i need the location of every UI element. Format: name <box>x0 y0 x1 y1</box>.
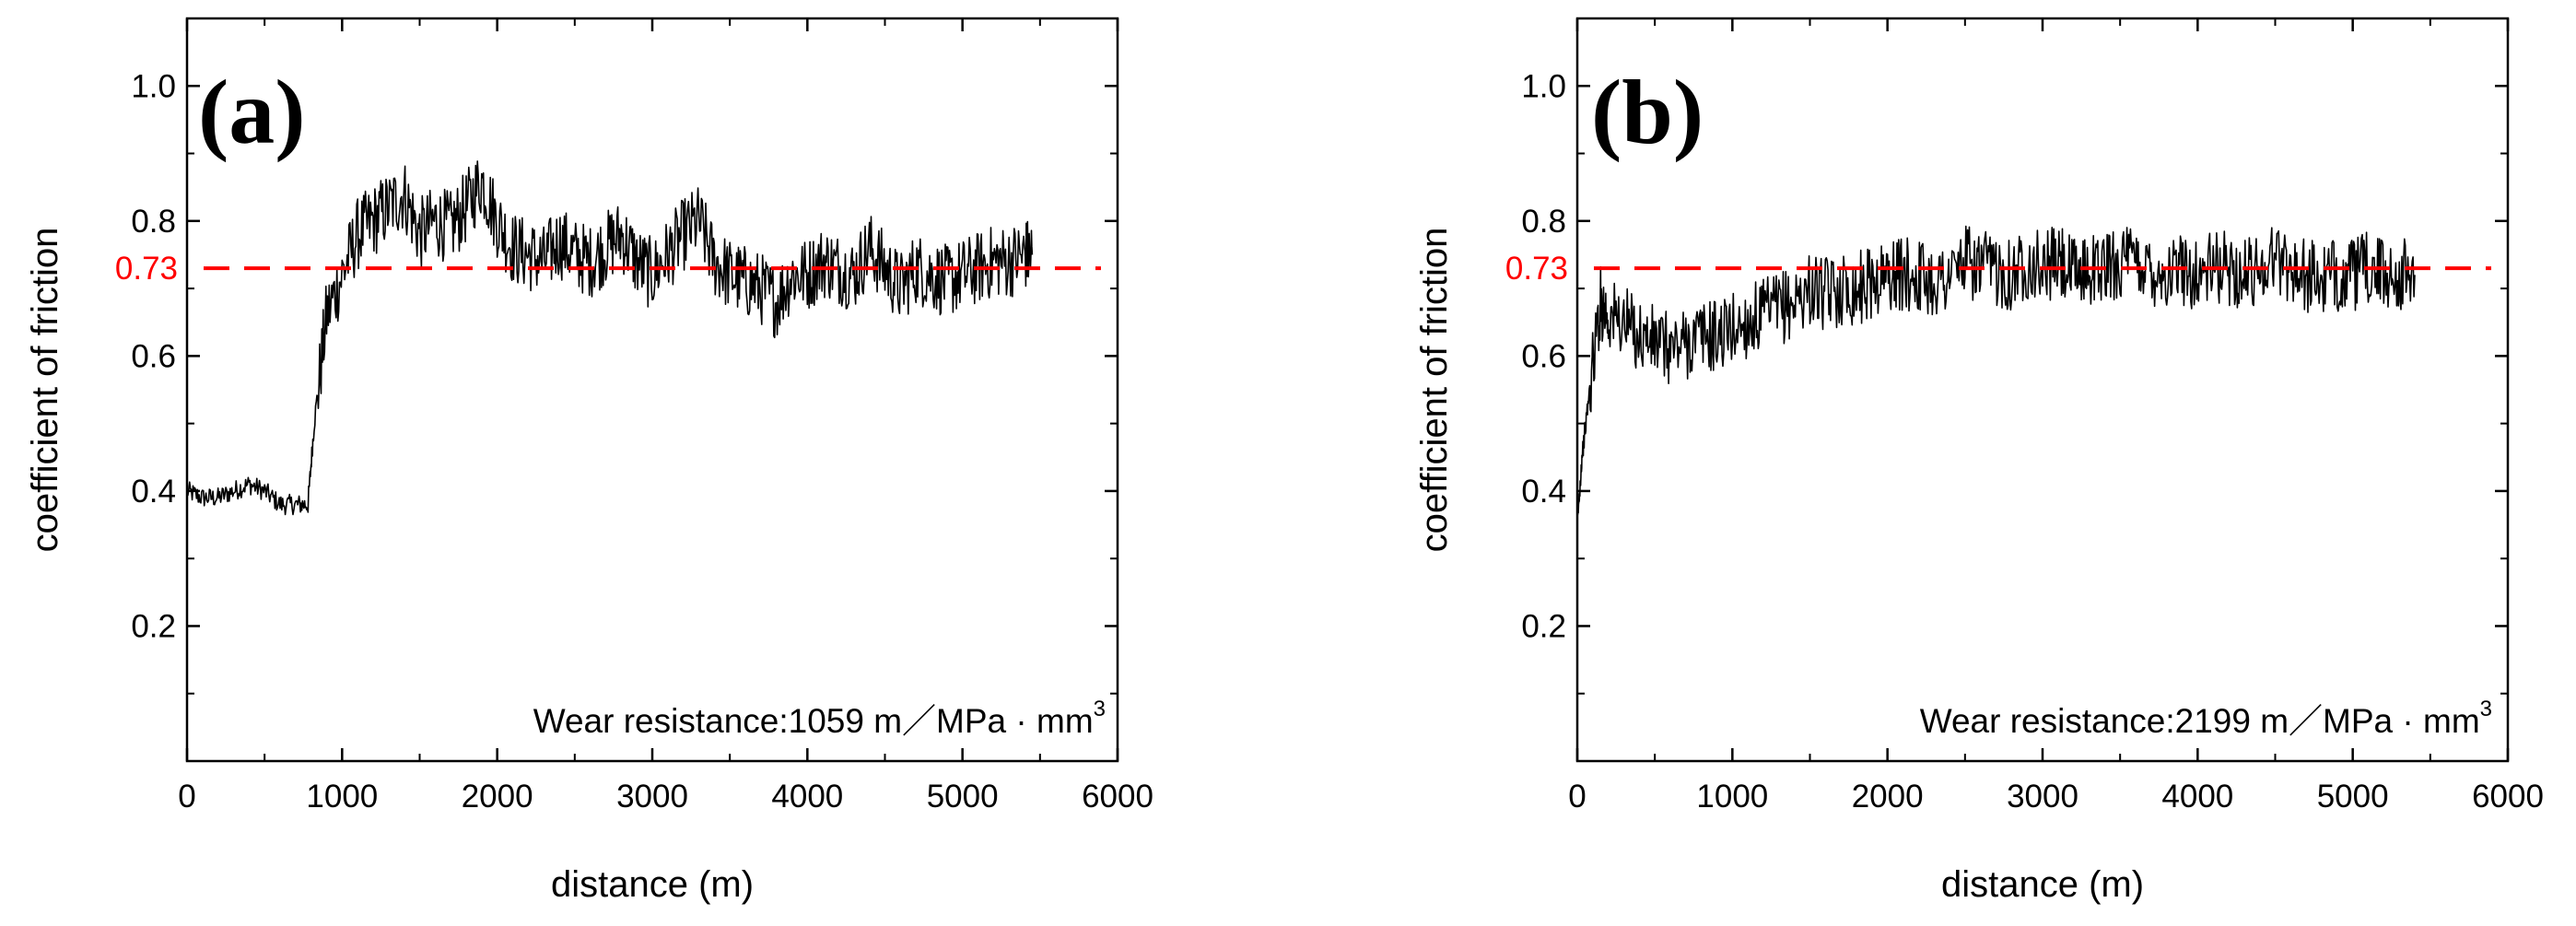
x-tick-label-b: 2000 <box>1852 779 1924 815</box>
reference-label-b: 0.73 <box>1505 251 1568 287</box>
wear-resistance-sup-a: 3 <box>1094 697 1106 721</box>
y-tick-label-a: 0.8 <box>131 204 176 240</box>
y-tick-label-b: 1.0 <box>1521 68 1566 104</box>
y-axis-title-b: coefficient of friction <box>1414 228 1455 553</box>
y-axis-ticks-b: 0.2 0.4 0.6 0.8 1.0 <box>1521 68 2508 695</box>
y-tick-label-a: 0.4 <box>131 474 176 510</box>
x-tick-label-b: 1000 <box>1696 779 1768 815</box>
x-tick-label-a: 0 <box>178 779 195 815</box>
x-tick-label-a: 6000 <box>1082 779 1153 815</box>
reference-label-a: 0.73 <box>115 251 178 287</box>
wear-resistance-sup-b: 3 <box>2480 697 2492 721</box>
chart-panel-b: (b) 0 1000 2000 3000 4000 5000 6000 0.20.40.60… <box>1414 17 2544 905</box>
x-tick-label-b: 5000 <box>2317 779 2389 815</box>
x-tick-label-b: 0 <box>1568 779 1586 815</box>
x-tick-label-a: 3000 <box>616 779 688 815</box>
x-axis-ticks-a: 0 1000 2000 3000 4000 5000 6000 <box>178 18 1153 815</box>
wear-resistance-annotation-b: Wear resistance:2199 m／MPa · mm3 <box>1920 697 2492 740</box>
wear-resistance-text-b: Wear resistance:2199 m／MPa · mm <box>1920 702 2480 740</box>
x-tick-label-a: 1000 <box>306 779 378 815</box>
y-tick-label-a: 1.0 <box>131 68 176 104</box>
chart-panel-a: (a) 0 1000 2000 3000 4000 5000 6000 0.20.40.60… <box>25 17 1153 905</box>
plot-frame-b <box>1575 17 2510 763</box>
y-tick-label-b: 0.8 <box>1521 204 1566 240</box>
plot-frame-a <box>185 17 1119 763</box>
y-tick-label-b: 0.6 <box>1521 338 1566 374</box>
x-tick-label-b: 4000 <box>2161 779 2233 815</box>
x-tick-label-a: 2000 <box>462 779 533 815</box>
y-tick-label-b: 0.4 <box>1521 474 1566 510</box>
panel-label-a: (a) <box>198 61 306 163</box>
x-tick-label-a: 5000 <box>927 779 999 815</box>
x-axis-title-b: distance (m) <box>1941 864 2144 905</box>
wear-resistance-text-a: Wear resistance:1059 m／MPa · mm <box>533 702 1094 740</box>
y-tick-label-b: 0.2 <box>1521 608 1566 644</box>
x-axis-title-a: distance (m) <box>551 864 754 905</box>
friction-series-line-b <box>1576 225 2416 517</box>
x-tick-label-b: 6000 <box>2472 779 2544 815</box>
y-axis-title-a: coefficient of friction <box>25 228 65 553</box>
panel-label-b: (b) <box>1591 61 1704 163</box>
friction-series-line-a <box>186 160 1034 516</box>
x-tick-label-b: 3000 <box>2007 779 2078 815</box>
x-tick-label-a: 4000 <box>771 779 843 815</box>
plot-area-b <box>1576 225 2491 517</box>
y-tick-label-a: 0.2 <box>131 608 176 644</box>
x-axis-ticks-b: 0 1000 2000 3000 4000 5000 6000 <box>1568 18 2544 815</box>
y-axis-ticks-a: 0.2 0.4 0.6 0.8 1.0 <box>131 68 1118 695</box>
y-tick-label-a: 0.6 <box>131 338 176 374</box>
plot-area-a <box>186 160 1101 516</box>
wear-resistance-annotation-a: Wear resistance:1059 m／MPa · mm3 <box>533 697 1106 740</box>
